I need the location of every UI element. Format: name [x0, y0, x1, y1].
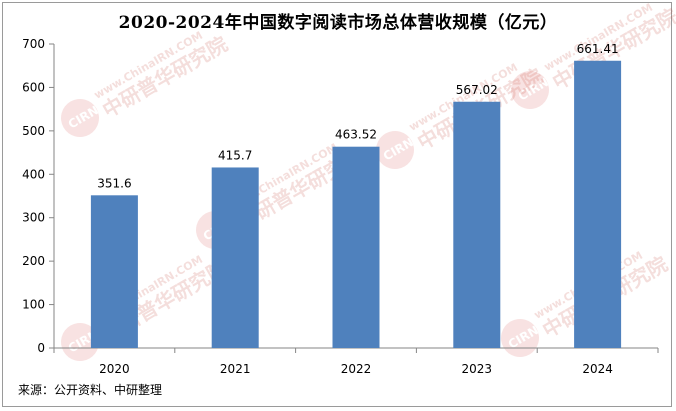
chart-labels: 351.6 2020 415.7 2021 463.52 2022 567.02 2023 66… [97, 42, 618, 376]
x-tick-label-2020: 2020 [99, 362, 130, 376]
bar-2020 [90, 195, 138, 348]
bar-2024 [574, 60, 622, 348]
data-label-2023: 567.02 [456, 83, 498, 97]
y-tick-label: 500 [22, 124, 45, 138]
source-note: 来源：公开资料、中研整理 [18, 383, 163, 397]
bar-2022 [332, 146, 380, 348]
chart-bars [90, 60, 622, 348]
y-tick-label: 600 [22, 80, 45, 94]
watermark-logo-icon [511, 71, 549, 109]
y-tick-label: 100 [22, 298, 45, 312]
bar-2023 [453, 101, 501, 348]
x-tick-label-2021: 2021 [220, 362, 251, 376]
watermark-logo-icon [376, 131, 414, 169]
data-label-2022: 463.52 [335, 128, 377, 142]
watermark-logo-icon [61, 323, 99, 361]
y-tick-label: 200 [22, 254, 45, 268]
chart-title: 2020-2024年中国数字阅读市场总体营收规模（亿元） [118, 13, 558, 33]
x-tick-label-2023: 2023 [462, 362, 493, 376]
bar-2021 [211, 167, 259, 348]
data-label-2021: 415.7 [218, 148, 252, 162]
x-tick-label-2024: 2024 [582, 362, 613, 376]
y-tick-label: 300 [22, 211, 45, 225]
x-tick-label-2022: 2022 [341, 362, 372, 376]
data-label-2024: 661.41 [577, 42, 619, 56]
y-tick-label: 0 [37, 341, 45, 355]
data-label-2020: 351.6 [97, 176, 131, 190]
y-tick-label: 700 [22, 37, 45, 51]
watermark-logo-icon [61, 99, 99, 137]
y-tick-label: 400 [22, 167, 45, 181]
